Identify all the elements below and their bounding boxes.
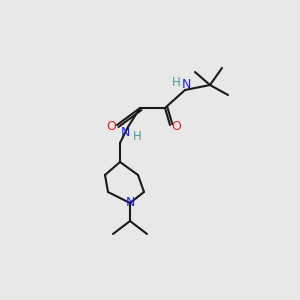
Text: N: N: [120, 127, 130, 140]
Text: O: O: [106, 119, 116, 133]
Text: H: H: [172, 76, 180, 89]
Text: O: O: [171, 119, 181, 133]
Text: N: N: [181, 79, 191, 92]
Text: N: N: [125, 196, 135, 209]
Text: H: H: [133, 130, 141, 143]
